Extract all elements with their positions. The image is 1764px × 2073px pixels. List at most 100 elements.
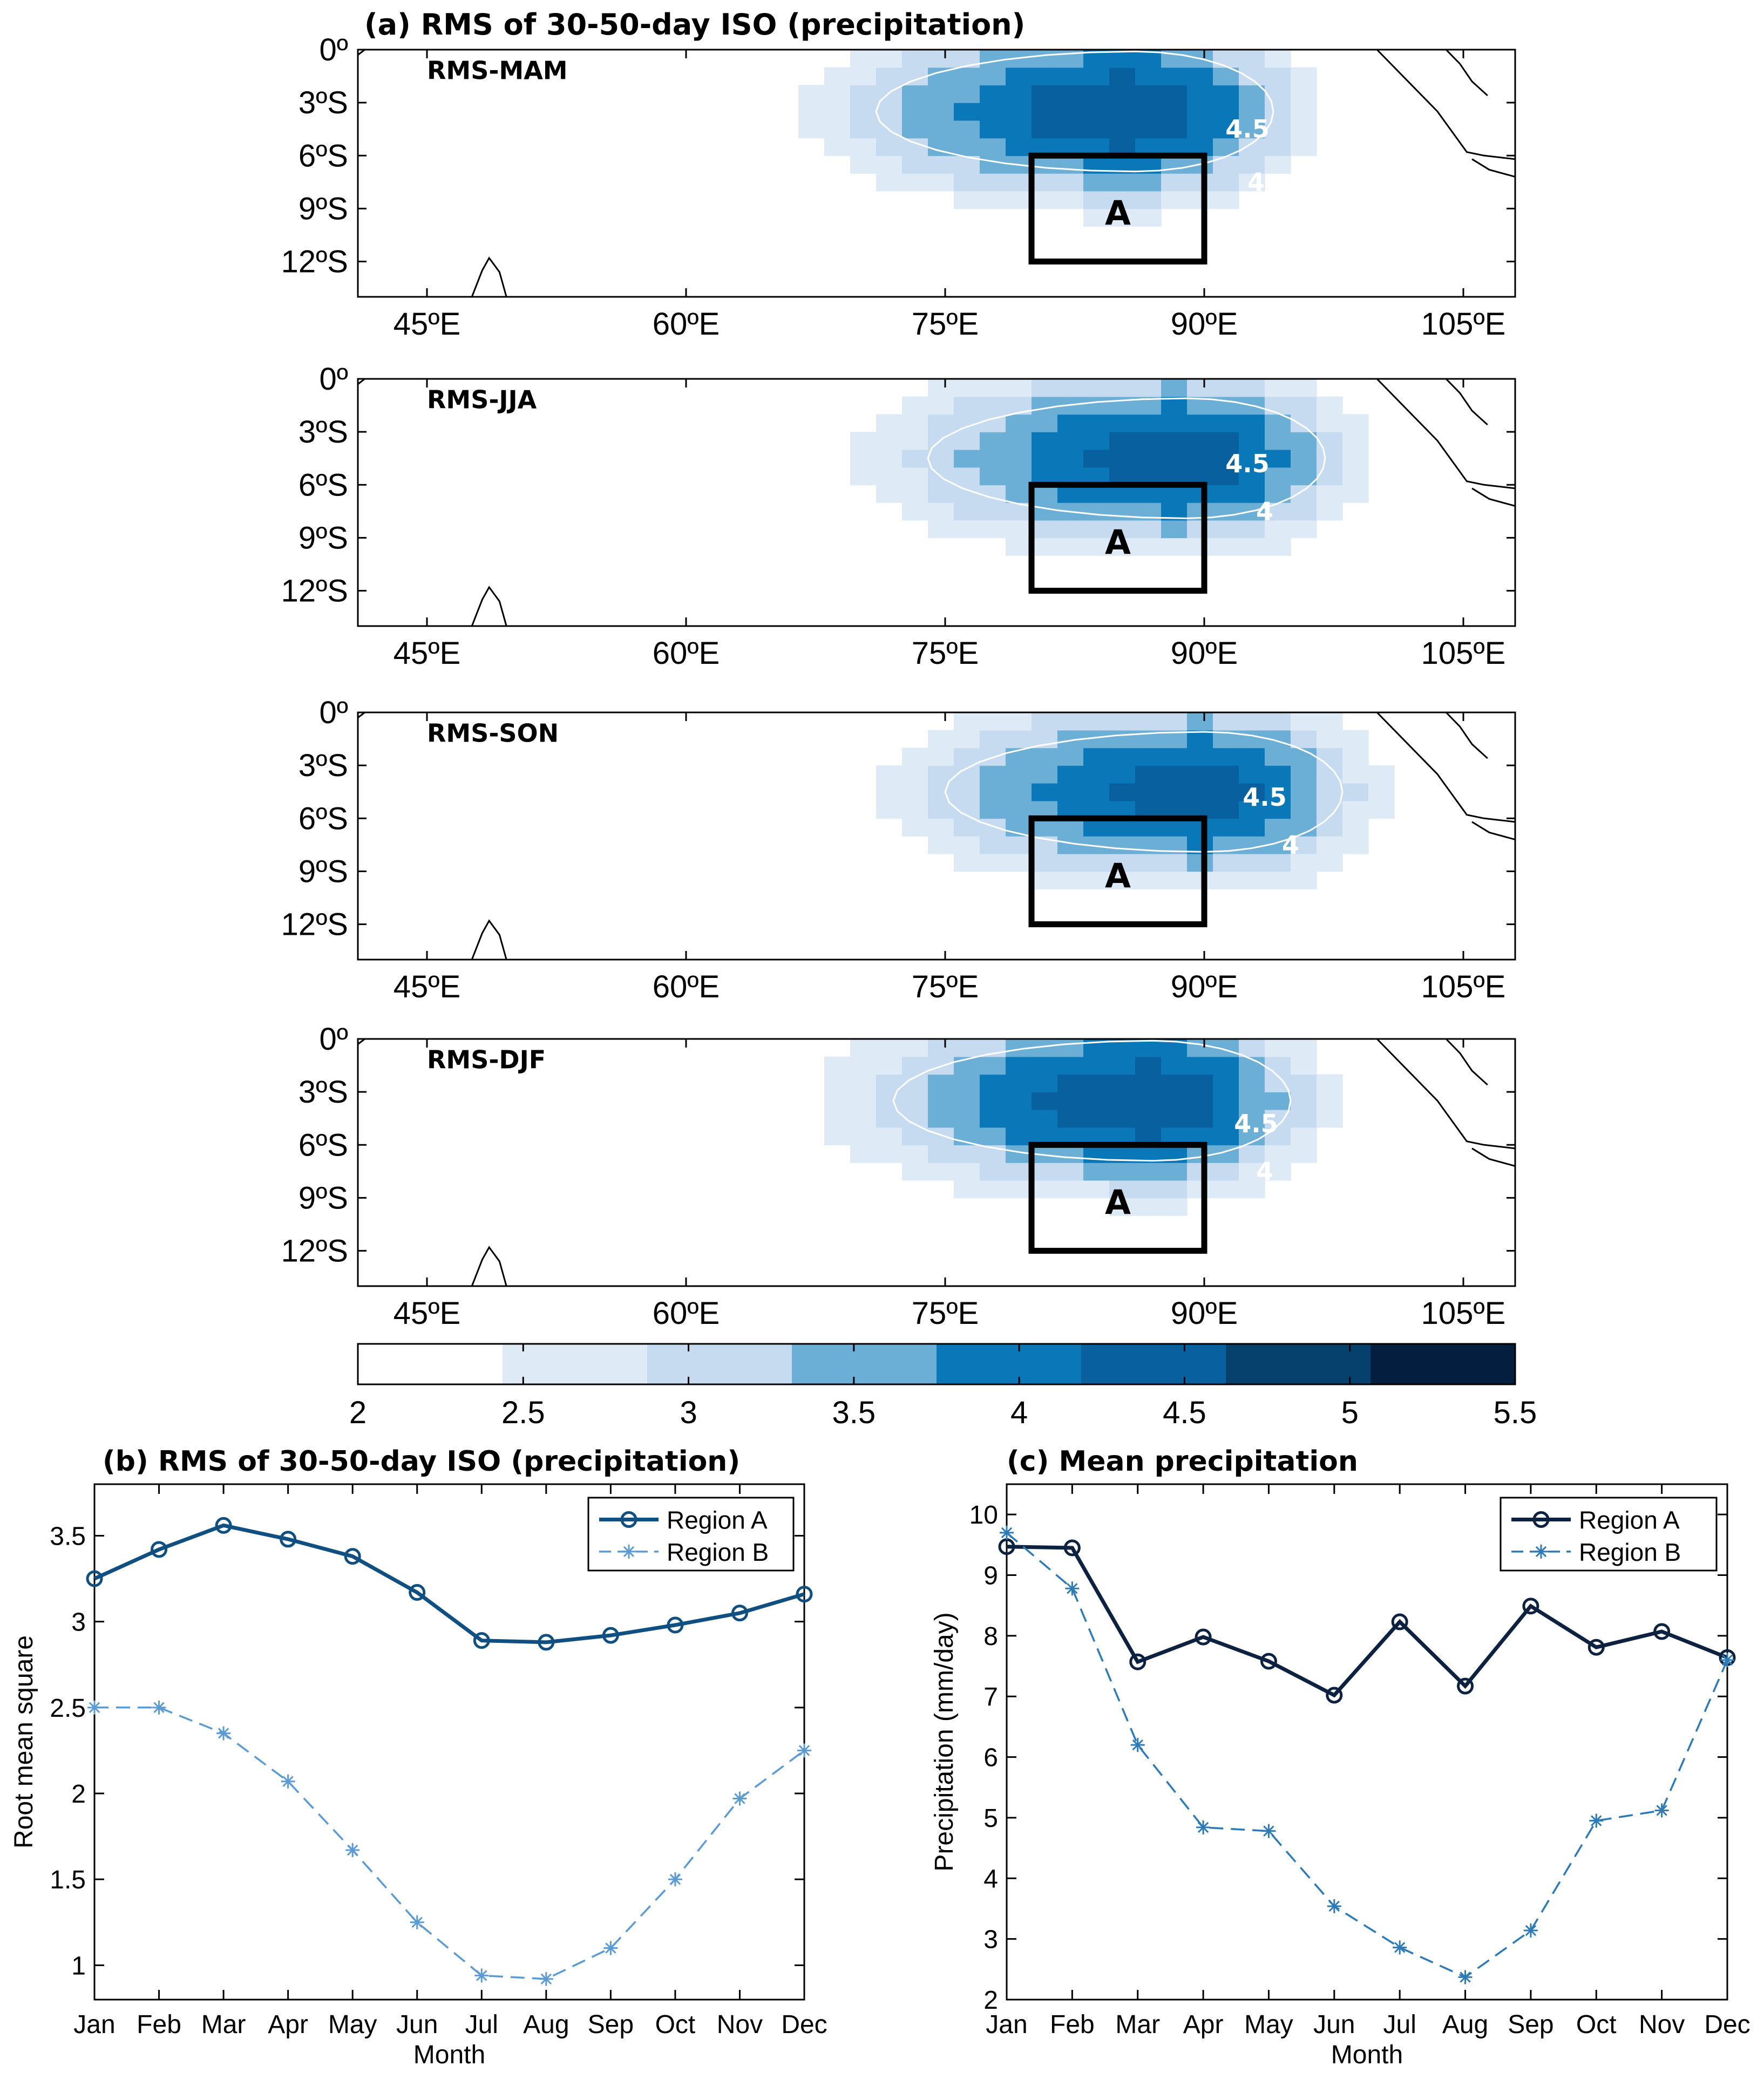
map-cell — [1265, 538, 1291, 556]
map-cell — [980, 138, 1006, 157]
map-cell — [1057, 191, 1084, 209]
x-tick-label: Oct — [1576, 2010, 1617, 2039]
series-region-a-marker — [1457, 1677, 1474, 1695]
map-cell — [1083, 1056, 1110, 1075]
map-cell — [1006, 449, 1032, 468]
map-contour-label: 4.5 — [1225, 449, 1270, 478]
map-cell — [1057, 414, 1084, 432]
x-tick-label: Feb — [1050, 2010, 1095, 2039]
map-cell — [1109, 765, 1136, 784]
map-cell — [1161, 173, 1188, 192]
map-cell — [1161, 432, 1188, 450]
map-cell — [954, 1092, 980, 1110]
map-cell — [1083, 853, 1110, 872]
map-cell — [1057, 818, 1084, 837]
map-cell — [1213, 191, 1239, 209]
series-region-b-marker — [668, 1872, 682, 1887]
map-cell — [1032, 396, 1058, 415]
map-panels: 45ºE 60ºE 75ºE 90ºE 105ºE 0º 3ºS 6ºS 9ºS 12ºS RMS-… — [281, 32, 1516, 1331]
map-cell — [1032, 538, 1058, 556]
map-cell — [1109, 747, 1136, 766]
map-cell — [928, 1039, 954, 1057]
series-region-a-marker — [731, 1605, 748, 1622]
map-cell — [980, 836, 1006, 854]
star-stroke — [669, 1874, 681, 1885]
map-cell — [1161, 191, 1188, 209]
map-cell — [1317, 432, 1343, 450]
map-cell — [1239, 836, 1265, 854]
map-cell — [1006, 191, 1032, 209]
map-cell — [1213, 1163, 1239, 1181]
map-cell — [850, 432, 877, 450]
map-cell — [824, 85, 851, 103]
map-cell — [1109, 485, 1136, 503]
map-cell — [1057, 85, 1084, 103]
map-cell — [1265, 50, 1291, 68]
colorbar-tick-label: 3 — [680, 1395, 697, 1430]
map-y-tick-label: 12ºS — [281, 574, 348, 609]
map-cell — [928, 1109, 954, 1128]
series-region-b-marker — [539, 1972, 553, 1986]
map-cell — [1265, 853, 1291, 872]
map-cell — [1291, 765, 1317, 784]
map-x-tick-label: 90ºE — [1171, 307, 1238, 342]
map-cell — [1239, 1145, 1265, 1163]
star-stroke — [1460, 1972, 1471, 1983]
map-y-tick-label: 6ºS — [298, 801, 348, 836]
map-cell — [824, 120, 851, 139]
map-cell — [1135, 432, 1162, 450]
map-cell — [1342, 730, 1369, 749]
series-region-b-line — [1006, 1532, 1728, 1979]
map-cell — [1213, 173, 1239, 192]
map-x-tick-label: 60ºE — [653, 1296, 720, 1331]
map-cell — [1109, 1198, 1136, 1216]
map-x-tick-label: 60ºE — [653, 636, 720, 671]
colorbar-bin — [503, 1344, 648, 1384]
map-cell — [928, 520, 954, 539]
map-cell — [1265, 1163, 1291, 1181]
map-cell — [1135, 67, 1162, 86]
map-cell — [928, 85, 954, 103]
series-region-b-marker — [1130, 1738, 1145, 1752]
map-cell — [1161, 1180, 1188, 1199]
panel-b-title: (b) RMS of 30-50-day ISO (precipitation) — [103, 1445, 740, 1478]
map-cell — [1265, 155, 1291, 174]
map-y-tick-label: 9ºS — [298, 1180, 348, 1215]
map-cell — [954, 449, 980, 468]
map-cell — [980, 853, 1006, 872]
map-cell — [1083, 120, 1110, 139]
star-stroke — [1394, 1942, 1406, 1953]
map-cell — [1135, 712, 1162, 731]
map-cell — [1187, 191, 1213, 209]
map-cell — [1291, 1039, 1317, 1057]
series-region-a-marker — [1522, 1598, 1539, 1615]
map-cell — [1239, 1074, 1265, 1092]
map-cell — [1213, 520, 1239, 539]
map-cell — [1135, 747, 1162, 766]
map-cell — [1109, 783, 1136, 801]
map-cell — [980, 67, 1006, 86]
map-y-tick-label: 3ºS — [298, 748, 348, 783]
map-cell — [1006, 432, 1032, 450]
map-cell — [1239, 414, 1265, 432]
map-cell — [902, 396, 928, 415]
map-cell — [1032, 1163, 1058, 1181]
map-cell — [1317, 1092, 1343, 1110]
map-cell — [1291, 449, 1317, 468]
map-cell — [1135, 538, 1162, 556]
map-cell — [1213, 85, 1239, 103]
map-cell — [902, 103, 928, 121]
map-cell — [824, 67, 851, 86]
map-cell — [1006, 1074, 1032, 1092]
map-cell — [1083, 1180, 1110, 1199]
region-a-box — [1028, 481, 1207, 594]
y-tick-label: 1.5 — [50, 1866, 86, 1894]
map-cell — [1265, 712, 1291, 731]
map-cell — [1006, 765, 1032, 784]
map-cell — [1083, 871, 1110, 889]
map-cell — [1265, 120, 1291, 139]
map-shading — [358, 1039, 1515, 1286]
series-region-b-marker — [797, 1743, 811, 1758]
map-cell — [1239, 467, 1265, 486]
legend-region-a-marker — [1532, 1511, 1550, 1528]
